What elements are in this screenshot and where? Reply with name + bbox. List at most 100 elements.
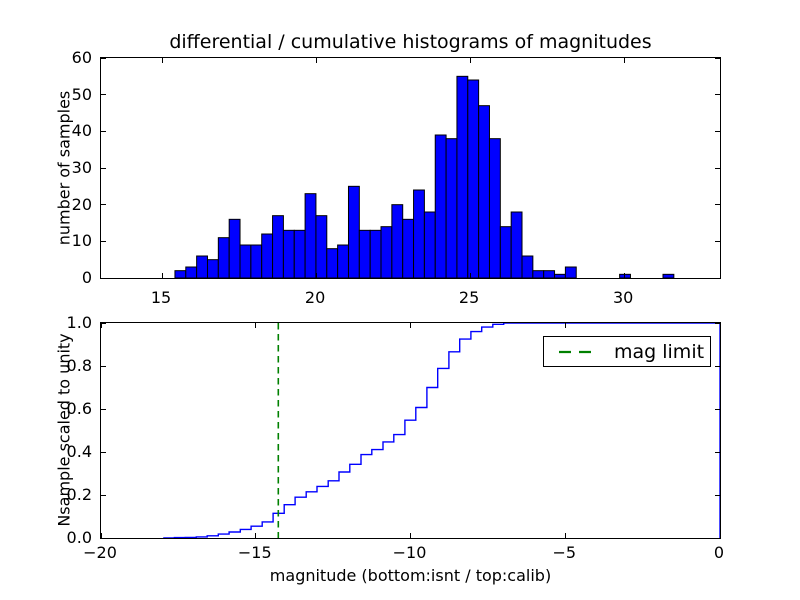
tick-label: 0 <box>714 543 724 562</box>
axis-tick <box>715 278 720 279</box>
histogram-bar <box>348 186 359 278</box>
tick-label: −15 <box>238 543 272 562</box>
axis-tick <box>470 273 471 278</box>
histogram-bar <box>262 234 273 278</box>
histogram-bar <box>424 212 435 278</box>
histogram-bar <box>555 274 566 278</box>
tick-label: 20 <box>20 195 92 214</box>
axis-tick <box>101 94 106 95</box>
axis-tick <box>101 58 106 59</box>
axis-tick <box>715 94 720 95</box>
bottom-cumulative-axes: mag limit <box>100 322 721 539</box>
axis-tick <box>565 533 566 538</box>
histogram-bar <box>544 271 555 278</box>
histogram-bar <box>403 219 414 278</box>
axis-tick <box>720 323 721 328</box>
tick-label: 30 <box>613 288 633 307</box>
tick-label: 0.0 <box>20 528 92 547</box>
axis-tick <box>565 323 566 328</box>
tick-label: 1.0 <box>20 313 92 332</box>
tick-label: 50 <box>20 85 92 104</box>
tick-label: 40 <box>20 121 92 140</box>
histogram-bar <box>175 271 186 278</box>
histogram-bar <box>663 274 674 278</box>
histogram-bar <box>229 219 240 278</box>
histogram-bar <box>446 139 457 278</box>
histogram-bars-svg <box>101 58 720 278</box>
histogram-bar <box>338 245 349 278</box>
figure-title: differential / cumulative histograms of … <box>100 31 721 53</box>
histogram-bar <box>533 271 544 278</box>
histogram-bar <box>207 260 218 278</box>
histogram-bar <box>414 190 425 278</box>
axis-tick <box>715 131 720 132</box>
axis-tick <box>715 452 720 453</box>
axis-tick <box>101 366 106 367</box>
legend-dash-sample-icon <box>558 349 594 355</box>
tick-label: 25 <box>459 288 479 307</box>
tick-label: 0.4 <box>20 442 92 461</box>
axis-tick <box>101 278 106 279</box>
histogram-bar <box>381 227 392 278</box>
histogram-bar <box>435 135 446 278</box>
histogram-bar <box>620 274 631 278</box>
histogram-bar <box>370 230 381 278</box>
axis-tick <box>101 452 106 453</box>
axis-tick <box>715 538 720 539</box>
histogram-bar <box>186 267 197 278</box>
tick-label: 15 <box>151 288 171 307</box>
histogram-bar <box>283 230 294 278</box>
tick-label: 30 <box>20 158 92 177</box>
histogram-bar <box>392 205 403 278</box>
tick-label: 0.2 <box>20 485 92 504</box>
axis-tick <box>101 538 106 539</box>
x-axis-label: magnitude (bottom:isnt / top:calib) <box>100 566 721 585</box>
histogram-bar <box>359 230 370 278</box>
histogram-bar <box>218 238 229 278</box>
histogram-bar <box>327 249 338 278</box>
axis-tick <box>316 58 317 63</box>
histogram-bar <box>511 212 522 278</box>
axis-tick <box>101 409 106 410</box>
histogram-bar <box>489 139 500 278</box>
axis-tick <box>255 323 256 328</box>
histogram-bar <box>251 245 262 278</box>
top-histogram-axes <box>100 57 721 279</box>
axis-tick <box>162 58 163 63</box>
axis-tick <box>101 204 106 205</box>
tick-label: −5 <box>552 543 576 562</box>
axis-tick <box>715 323 720 324</box>
tick-label: 60 <box>20 48 92 67</box>
histogram-bar <box>197 256 208 278</box>
tick-label: 20 <box>305 288 325 307</box>
axis-tick <box>255 533 256 538</box>
axis-tick <box>715 168 720 169</box>
axis-tick <box>101 323 106 324</box>
axis-tick <box>101 323 102 328</box>
tick-label: 0 <box>20 268 92 287</box>
tick-label: 10 <box>20 231 92 250</box>
legend-label: mag limit <box>614 341 704 363</box>
axis-tick <box>410 533 411 538</box>
histogram-bar <box>457 76 468 278</box>
tick-label: 0.6 <box>20 399 92 418</box>
histogram-bar <box>522 256 533 278</box>
axis-tick <box>101 495 106 496</box>
tick-label: −10 <box>393 543 427 562</box>
tick-label: −20 <box>83 543 117 562</box>
figure-canvas: differential / cumulative histograms of … <box>0 0 800 600</box>
tick-label: 0.8 <box>20 356 92 375</box>
histogram-bar <box>294 230 305 278</box>
axis-tick <box>715 366 720 367</box>
histogram-bar <box>479 106 490 278</box>
axis-tick <box>624 273 625 278</box>
axis-tick <box>470 58 471 63</box>
axis-tick <box>715 58 720 59</box>
axis-tick <box>715 495 720 496</box>
histogram-bar <box>240 245 251 278</box>
axis-tick <box>715 241 720 242</box>
histogram-bar <box>316 216 327 278</box>
histogram-bar <box>273 216 284 278</box>
histogram-bar <box>468 80 479 278</box>
axis-tick <box>316 273 317 278</box>
